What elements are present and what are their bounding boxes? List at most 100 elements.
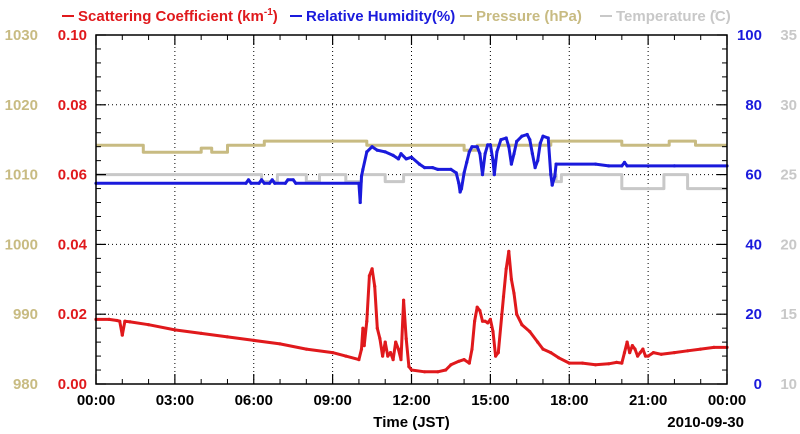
x-tick-label: 00:00	[708, 392, 746, 409]
x-tick-label: 12:00	[392, 392, 430, 409]
series-scattering-point	[304, 347, 308, 351]
pressure-tick-label: 1010	[5, 167, 38, 184]
series-scattering-point	[396, 347, 400, 351]
series-scattering-point	[475, 305, 479, 309]
series-humidity-point	[358, 200, 362, 205]
series-humidity-point	[515, 139, 519, 143]
series-humidity-point	[504, 136, 508, 140]
series-scattering-point	[399, 358, 403, 362]
series-scattering-point	[528, 330, 532, 334]
series-scattering-point	[509, 277, 513, 281]
series-scattering-point	[615, 360, 619, 364]
series-humidity-point	[273, 181, 277, 185]
series-scattering-point	[370, 267, 374, 271]
series-scattering-point	[549, 351, 553, 355]
series-scattering-point	[620, 361, 624, 365]
series-scattering-point	[107, 317, 111, 321]
series-scattering-point	[651, 351, 656, 355]
series-scattering-point	[373, 284, 377, 288]
series-scattering-point	[504, 267, 508, 271]
series-humidity-point	[267, 181, 272, 185]
legend: Scattering Coefficient (km-1) Relative Hu…	[62, 7, 731, 25]
pressure-tick-label: 1000	[5, 236, 38, 253]
series-scattering-point	[507, 249, 511, 253]
series-humidity-point	[291, 178, 295, 182]
series-scattering-point	[480, 319, 485, 323]
series-scattering-point	[636, 354, 640, 358]
series-scattering-point	[659, 352, 663, 356]
series-scattering-point	[557, 356, 561, 360]
series-humidity-point	[383, 150, 387, 154]
series-layer	[94, 132, 729, 374]
series-humidity-point	[495, 150, 499, 154]
series-scattering-point	[436, 370, 440, 374]
series-scattering-point	[331, 351, 335, 355]
series-scattering-point	[365, 319, 369, 323]
series-humidity-point	[396, 157, 400, 161]
series-scattering-point	[672, 351, 677, 355]
x-tick-label: 06:00	[235, 392, 273, 409]
temperature-tick-label: 30	[780, 97, 797, 114]
series-humidity-point	[528, 138, 532, 142]
humidity-tick-label: 80	[745, 97, 762, 114]
series-scattering-point	[359, 347, 364, 351]
series-scattering-point	[378, 337, 382, 341]
series-scattering-point	[391, 358, 395, 362]
series-humidity-point	[486, 143, 490, 147]
series-scattering-point	[423, 370, 427, 374]
series-humidity-point	[457, 181, 461, 185]
temperature-tick-label: 25	[780, 167, 797, 184]
series-humidity-point	[538, 141, 542, 145]
series-humidity-point	[270, 178, 274, 182]
series-scattering-point	[407, 365, 411, 369]
series-scattering-point	[541, 347, 545, 351]
series-humidity-point	[549, 173, 553, 177]
series-scattering-point	[409, 368, 414, 372]
humidity-tick-label: 40	[745, 236, 762, 253]
series-scattering-point	[712, 345, 716, 349]
x-tick-label: 00:00	[77, 392, 115, 409]
series-scattering-point	[496, 351, 500, 355]
series-scattering-point	[467, 361, 471, 365]
series-humidity-point	[365, 150, 369, 154]
series-scattering-point	[512, 291, 516, 295]
series-humidity-point	[249, 181, 253, 185]
series-scattering-point	[470, 347, 474, 351]
series-scattering-point	[622, 351, 627, 355]
humidity-tick-label: 0	[754, 376, 762, 393]
legend-label: Scattering Coefficient (km-1)	[78, 7, 278, 25]
series-scattering-point	[357, 358, 361, 362]
legend-label: Pressure (hPa)	[476, 8, 582, 25]
series-scattering-point	[641, 347, 645, 351]
series-humidity-point	[399, 152, 403, 156]
series-humidity-point	[492, 173, 496, 177]
series-humidity-point	[449, 167, 453, 171]
series-scattering-point	[128, 320, 132, 324]
series-humidity-point	[246, 178, 251, 182]
x-tick-label: 15:00	[471, 392, 509, 409]
series-scattering-point	[123, 319, 127, 323]
series-scattering-point	[646, 354, 650, 358]
series-humidity-point	[478, 152, 482, 156]
series-scattering-point	[478, 309, 482, 313]
series-scattering-point	[383, 340, 387, 344]
series-humidity-point	[550, 183, 554, 187]
series-humidity-point	[520, 134, 524, 138]
scattering-tick-label: 0.04	[58, 236, 88, 253]
series-humidity-point	[370, 145, 374, 149]
series-humidity-point	[459, 187, 464, 191]
series-humidity-point	[404, 157, 408, 161]
pressure-tick-label: 990	[13, 306, 38, 323]
series-scattering-point	[386, 354, 390, 358]
series-humidity-point	[546, 136, 550, 140]
series-humidity-point	[488, 143, 492, 147]
series-scattering-point	[580, 361, 585, 365]
legend-label: Relative Humidity(%)	[306, 8, 455, 25]
series-humidity-point	[672, 164, 677, 168]
series-scattering-point	[520, 323, 524, 327]
series-scattering-point	[120, 333, 124, 337]
x-tick-label: 03:00	[156, 392, 194, 409]
series-humidity-point	[480, 173, 485, 177]
series-humidity-point	[491, 159, 495, 163]
series-scattering-point	[404, 337, 408, 341]
